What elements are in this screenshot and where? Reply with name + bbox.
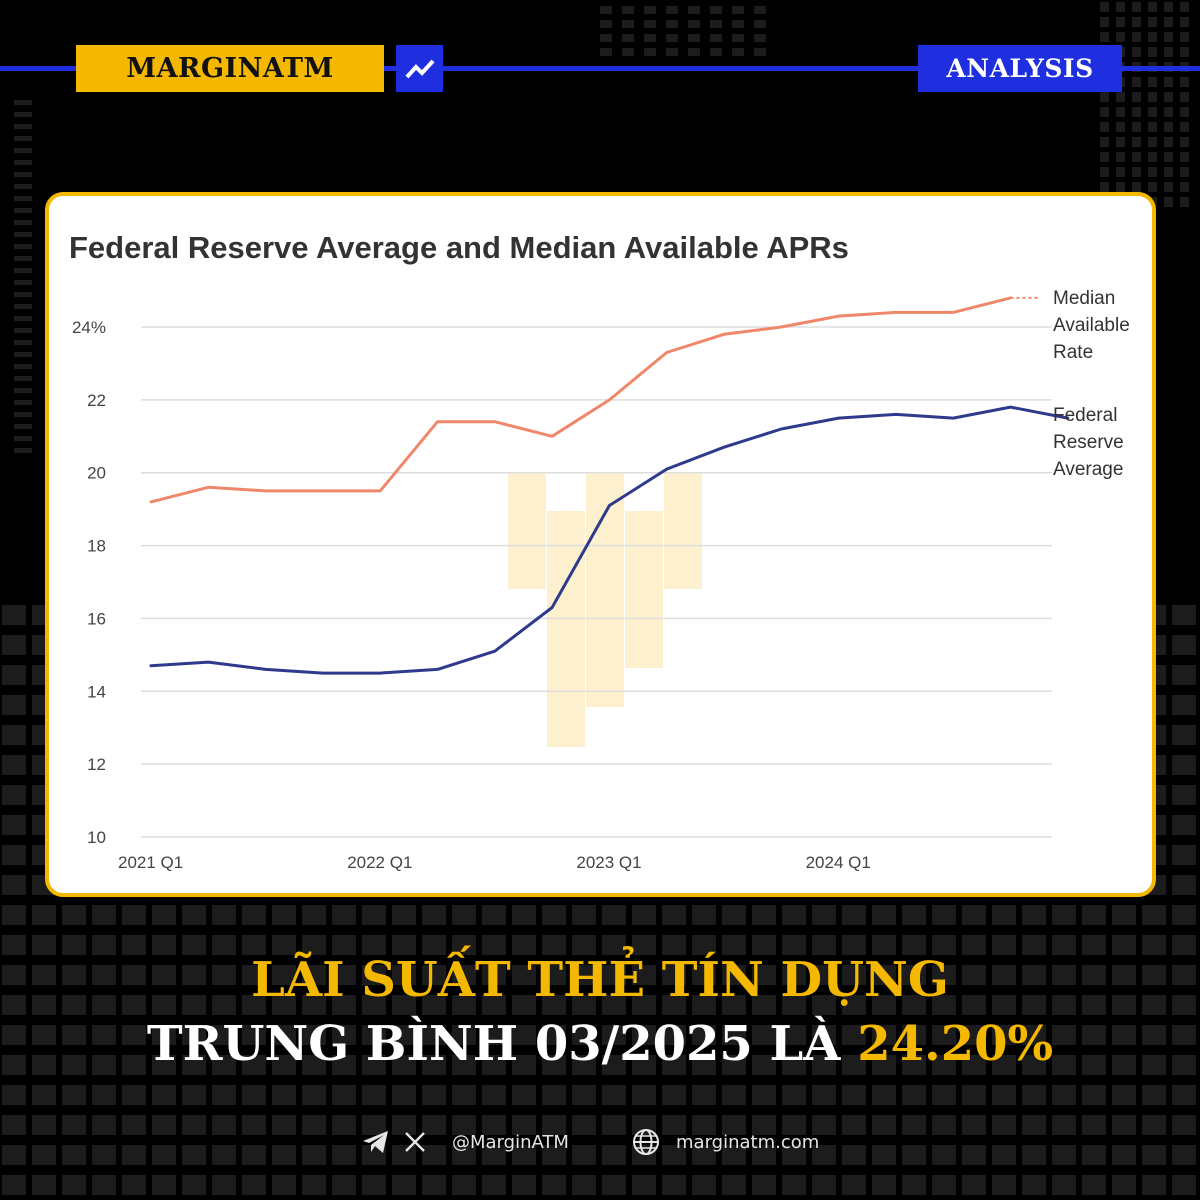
brand-badge: MARGINATM: [76, 45, 384, 92]
grid-lines: [141, 326, 1052, 838]
x-tick-label: 2021 Q1: [118, 853, 183, 872]
median-rate-label: Available: [1053, 315, 1130, 336]
x-tick-label: 2024 Q1: [806, 853, 871, 872]
fed-average-label: Federal: [1053, 405, 1117, 426]
trend-up-icon: [405, 59, 434, 78]
y-tick-label: 10: [87, 828, 106, 847]
fed-average-label: Average: [1053, 459, 1123, 480]
footer: @MarginATM marginatm.com: [0, 1122, 1200, 1162]
chart-card: Federal Reserve Average and Median Avail…: [45, 192, 1156, 897]
fed-average-label: Reserve: [1053, 432, 1124, 453]
y-tick-label: 22: [87, 391, 106, 410]
median-rate-line: [149, 296, 1012, 504]
x-icon: [405, 1132, 425, 1152]
y-tick-label: 14: [87, 682, 106, 701]
header-rule: [0, 66, 1200, 71]
telegram-link[interactable]: [362, 1122, 390, 1162]
category-tag-label: ANALYSIS: [946, 54, 1094, 83]
y-tick-label: 20: [87, 464, 106, 483]
median-rate-label: Median: [1053, 288, 1115, 309]
social-handle[interactable]: @MarginATM: [452, 1122, 569, 1162]
website-link[interactable]: marginatm.com: [676, 1122, 819, 1162]
category-tag: ANALYSIS: [918, 45, 1122, 92]
website-text: marginatm.com: [676, 1131, 820, 1153]
headline-rate-value: 24.20%: [857, 1016, 1054, 1072]
social-handle-text: @MarginATM: [452, 1131, 569, 1153]
headline-line-2-main: TRUNG BÌNH 03/2025 LÀ: [146, 1016, 858, 1072]
headline-line-1: LÃI SUẤT THẺ TÍN DỤNG: [251, 952, 949, 1008]
series-lines: [149, 296, 1070, 675]
headline-line-2: TRUNG BÌNH 03/2025 LÀ 24.20%: [0, 1012, 1200, 1076]
y-tick-label: 24%: [72, 318, 106, 337]
telegram-icon: [363, 1131, 388, 1153]
chart-title: Federal Reserve Average and Median Avail…: [69, 230, 849, 265]
headline: LÃI SUẤT THẺ TÍN DỤNG TRUNG BÌNH 03/2025…: [0, 948, 1200, 1076]
x-axis-ticks: 2021 Q1 2022 Q1 2023 Q1 2024 Q1: [118, 853, 871, 872]
y-axis-ticks: 24% 22 20 18 16 14 12 10: [72, 318, 106, 847]
watermark-logo: [508, 472, 702, 747]
x-tick-label: 2022 Q1: [347, 853, 412, 872]
fed-average-line: [149, 405, 1070, 675]
series-labels: Median Available Rate Federal Reserve Average: [1053, 288, 1130, 480]
y-tick-label: 16: [87, 609, 106, 628]
y-tick-label: 18: [87, 537, 106, 556]
brand-name: MARGINATM: [126, 53, 334, 84]
globe-icon: [633, 1129, 659, 1155]
line-chart: Federal Reserve Average and Median Avail…: [69, 230, 1130, 872]
trend-badge: [396, 45, 443, 92]
x-tick-label: 2023 Q1: [576, 853, 641, 872]
x-link[interactable]: [404, 1122, 426, 1162]
y-tick-label: 12: [87, 755, 106, 774]
median-rate-label: Rate: [1053, 342, 1093, 363]
website-link-icon[interactable]: [632, 1122, 660, 1162]
